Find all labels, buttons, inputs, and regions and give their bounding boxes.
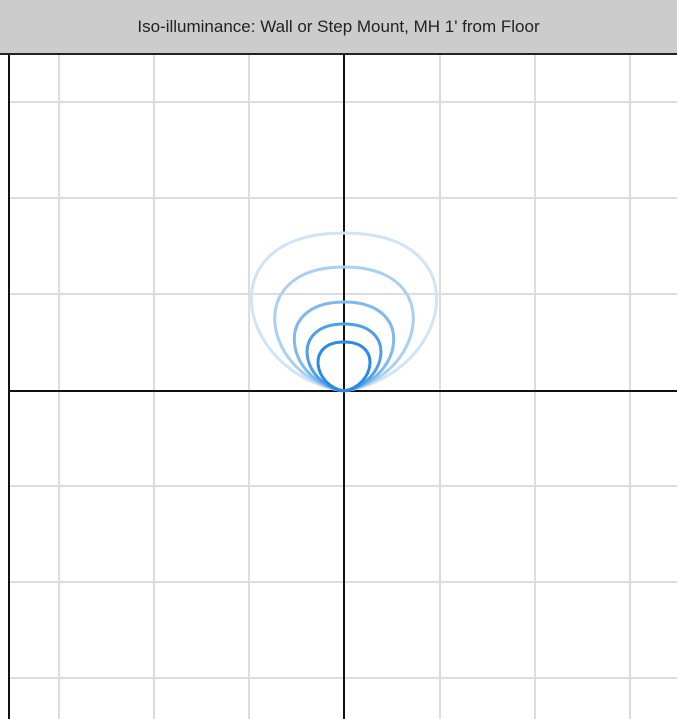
axes <box>8 55 677 719</box>
panel-header: Iso-illuminance: Wall or Step Mount, MH … <box>0 0 677 55</box>
iso-contours <box>249 231 439 393</box>
panel-title: Iso-illuminance: Wall or Step Mount, MH … <box>137 16 540 36</box>
iso-plot <box>8 55 677 719</box>
